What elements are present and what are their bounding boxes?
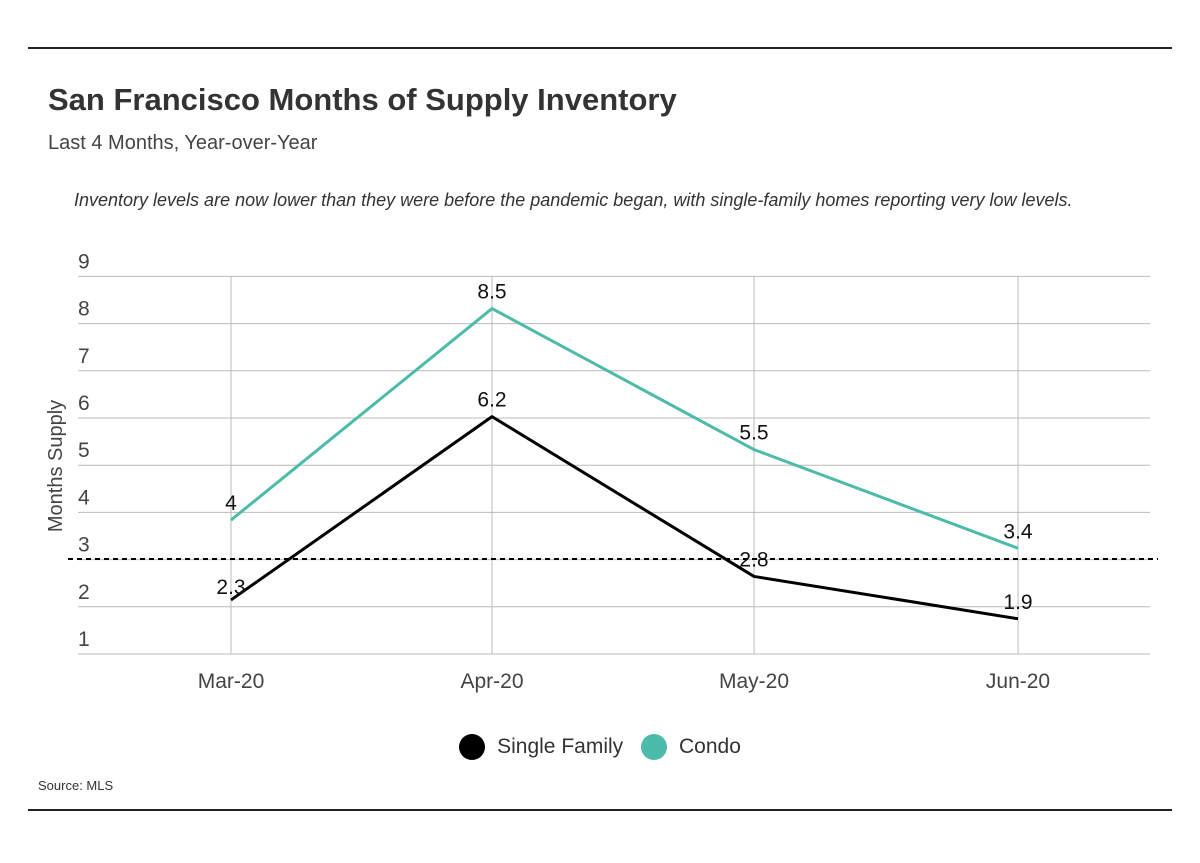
data-label: 1.9 xyxy=(1003,591,1032,614)
y-tick-label: 1 xyxy=(78,628,90,651)
data-label: 5.5 xyxy=(739,422,768,445)
y-tick-label: 4 xyxy=(78,486,90,509)
chart-title: San Francisco Months of Supply Inventory xyxy=(48,82,677,117)
data-label: 3.4 xyxy=(1003,520,1033,543)
series-line-single-family xyxy=(230,415,1019,621)
legend: Single Family Condo xyxy=(0,734,1200,766)
y-tick-label: 3 xyxy=(78,534,90,557)
legend-label-single-family: Single Family xyxy=(497,735,624,758)
y-tick-label: 6 xyxy=(78,392,90,415)
data-label: 6.2 xyxy=(477,389,506,412)
x-tick-label: Jun-20 xyxy=(986,670,1050,693)
x-axis: Mar-20 Apr-20 May-20 Jun-20 xyxy=(198,670,1050,693)
chart-grid xyxy=(78,275,1150,655)
y-tick-label: 8 xyxy=(78,298,90,321)
chart-subtitle: Last 4 Months, Year-over-Year xyxy=(48,132,318,154)
data-label: 2.8 xyxy=(739,548,768,571)
legend-item-condo[interactable]: Condo xyxy=(641,734,741,760)
data-label: 4 xyxy=(225,492,237,515)
y-tick-label: 9 xyxy=(78,250,90,273)
legend-item-single-family[interactable]: Single Family xyxy=(459,734,623,760)
y-tick-label: 5 xyxy=(78,439,90,462)
x-tick-label: Apr-20 xyxy=(460,670,523,693)
series-group: 2.3 6.2 2.8 1.9 4 8.5 5.5 3.4 xyxy=(216,281,1033,621)
x-tick-label: Mar-20 xyxy=(198,670,265,693)
legend-label-condo: Condo xyxy=(679,735,741,758)
data-label: 8.5 xyxy=(477,281,506,304)
top-rule xyxy=(28,47,1172,49)
x-tick-label: May-20 xyxy=(719,670,789,693)
y-axis-label: Months Supply xyxy=(45,400,67,532)
y-tick-label: 2 xyxy=(78,581,90,604)
data-label: 2.3 xyxy=(216,576,245,599)
series-line-condo xyxy=(230,307,1019,550)
legend-swatch-single-family xyxy=(459,734,486,760)
y-tick-label: 7 xyxy=(78,345,90,368)
chart-note: Inventory levels are now lower than they… xyxy=(74,190,1073,210)
bottom-rule xyxy=(28,809,1172,811)
y-axis: 1 2 3 4 5 6 7 8 9 xyxy=(78,250,90,651)
source-note: Source: MLS xyxy=(38,778,114,793)
legend-swatch-condo xyxy=(641,734,667,760)
